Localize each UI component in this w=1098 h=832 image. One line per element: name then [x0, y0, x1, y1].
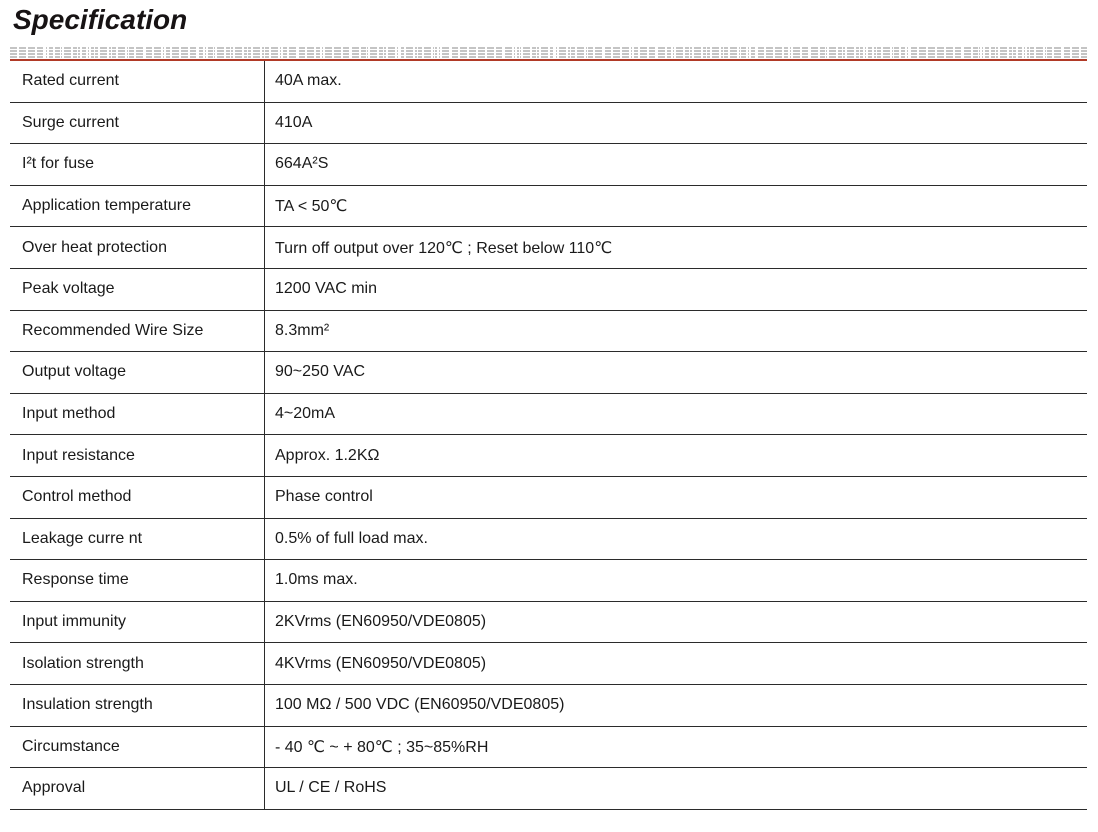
spec-parameter-cell: Leakage curre nt [10, 518, 265, 560]
table-row: Input immunity 2KVrms (EN60950/VDE0805) [10, 601, 1087, 644]
spec-parameter-cell: Control method [10, 476, 265, 518]
table-row: Rated current 40A max. [10, 61, 1087, 103]
table-row: Isolation strength 4KVrms (EN60950/VDE08… [10, 643, 1087, 685]
table-row: Leakage curre nt 0.5% of full load max. [10, 518, 1087, 561]
spec-value-cell: 1.0ms max. [275, 571, 358, 589]
spec-value-cell: 4~20mA [275, 405, 336, 423]
spec-parameter-cell: Input immunity [10, 601, 265, 643]
spec-value-cell: 100 MΩ / 500 VDC (EN60950/VDE0805) [275, 696, 565, 714]
table-row: Approval UL / CE / RoHS [10, 768, 1087, 810]
spec-parameter-cell: Rated current [10, 61, 265, 102]
table-row: Response time 1.0ms max. [10, 560, 1087, 602]
spec-parameter-cell: Approval [10, 768, 265, 809]
table-row: Surge current 410A [10, 102, 1087, 145]
table-row: Recommended Wire Size 8.3mm² [10, 310, 1087, 353]
table-row: I²t for fuse 664A²S [10, 144, 1087, 186]
spec-parameter-cell: Peak voltage [10, 268, 265, 310]
table-row: Application temperature TA < 50℃ [10, 185, 1087, 228]
spec-value-cell: Phase control [275, 488, 373, 506]
table-row: Over heat protection Turn off output ove… [10, 227, 1087, 269]
spec-parameter-cell: Recommended Wire Size [10, 310, 265, 352]
spec-parameter-cell: Output voltage [10, 352, 265, 393]
spec-value-cell: UL / CE / RoHS [275, 779, 387, 797]
decorative-hatched-band [10, 47, 1087, 58]
spec-value-cell: 90~250 VAC [275, 363, 365, 381]
spec-parameter-cell: Surge current [10, 102, 265, 144]
spec-parameter-cell: Over heat protection [10, 227, 265, 268]
spec-parameter-cell: Isolation strength [10, 643, 265, 684]
table-row: Circumstance - 40 ℃ ~ + 80℃ ; 35~85%RH [10, 726, 1087, 769]
spec-value-cell: 1200 VAC min [275, 280, 377, 298]
table-row: Peak voltage 1200 VAC min [10, 268, 1087, 311]
spec-value-cell: 0.5% of full load max. [275, 529, 428, 547]
spec-parameter-cell: Insulation strength [10, 684, 265, 726]
spec-value-cell: 410A [275, 113, 313, 131]
page-title: Specification [13, 4, 188, 35]
spec-value-cell: 40A max. [275, 72, 342, 90]
spec-parameter-cell: Circumstance [10, 726, 265, 768]
spec-value-cell: 8.3mm² [275, 321, 330, 339]
spec-parameter-cell: Input method [10, 393, 265, 435]
table-row: Control method Phase control [10, 476, 1087, 519]
red-divider-rule [10, 59, 1087, 61]
spec-parameter-cell: Response time [10, 560, 265, 601]
table-row: Input resistance Approx. 1.2KΩ [10, 435, 1087, 477]
spec-value-cell: 4KVrms (EN60950/VDE0805) [275, 654, 487, 672]
spec-parameter-cell: Input resistance [10, 435, 265, 476]
spec-value-cell: Turn off output over 120℃ ; Reset below … [275, 239, 613, 257]
spec-parameter-cell: Application temperature [10, 185, 265, 227]
spec-value-cell: 664A²S [275, 155, 329, 173]
table-row: Input method 4~20mA [10, 393, 1087, 436]
spec-value-cell: - 40 ℃ ~ + 80℃ ; 35~85%RH [275, 738, 489, 756]
table-row: Insulation strength 100 MΩ / 500 VDC (EN… [10, 684, 1087, 727]
spec-value-cell: Approx. 1.2KΩ [275, 446, 380, 464]
spec-parameter-cell: I²t for fuse [10, 144, 265, 185]
table-row: Output voltage 90~250 VAC [10, 352, 1087, 394]
specification-table: Rated current 40A max. Surge current 410… [10, 61, 1087, 810]
spec-value-cell: TA < 50℃ [275, 198, 348, 216]
spec-value-cell: 2KVrms (EN60950/VDE0805) [275, 613, 487, 631]
